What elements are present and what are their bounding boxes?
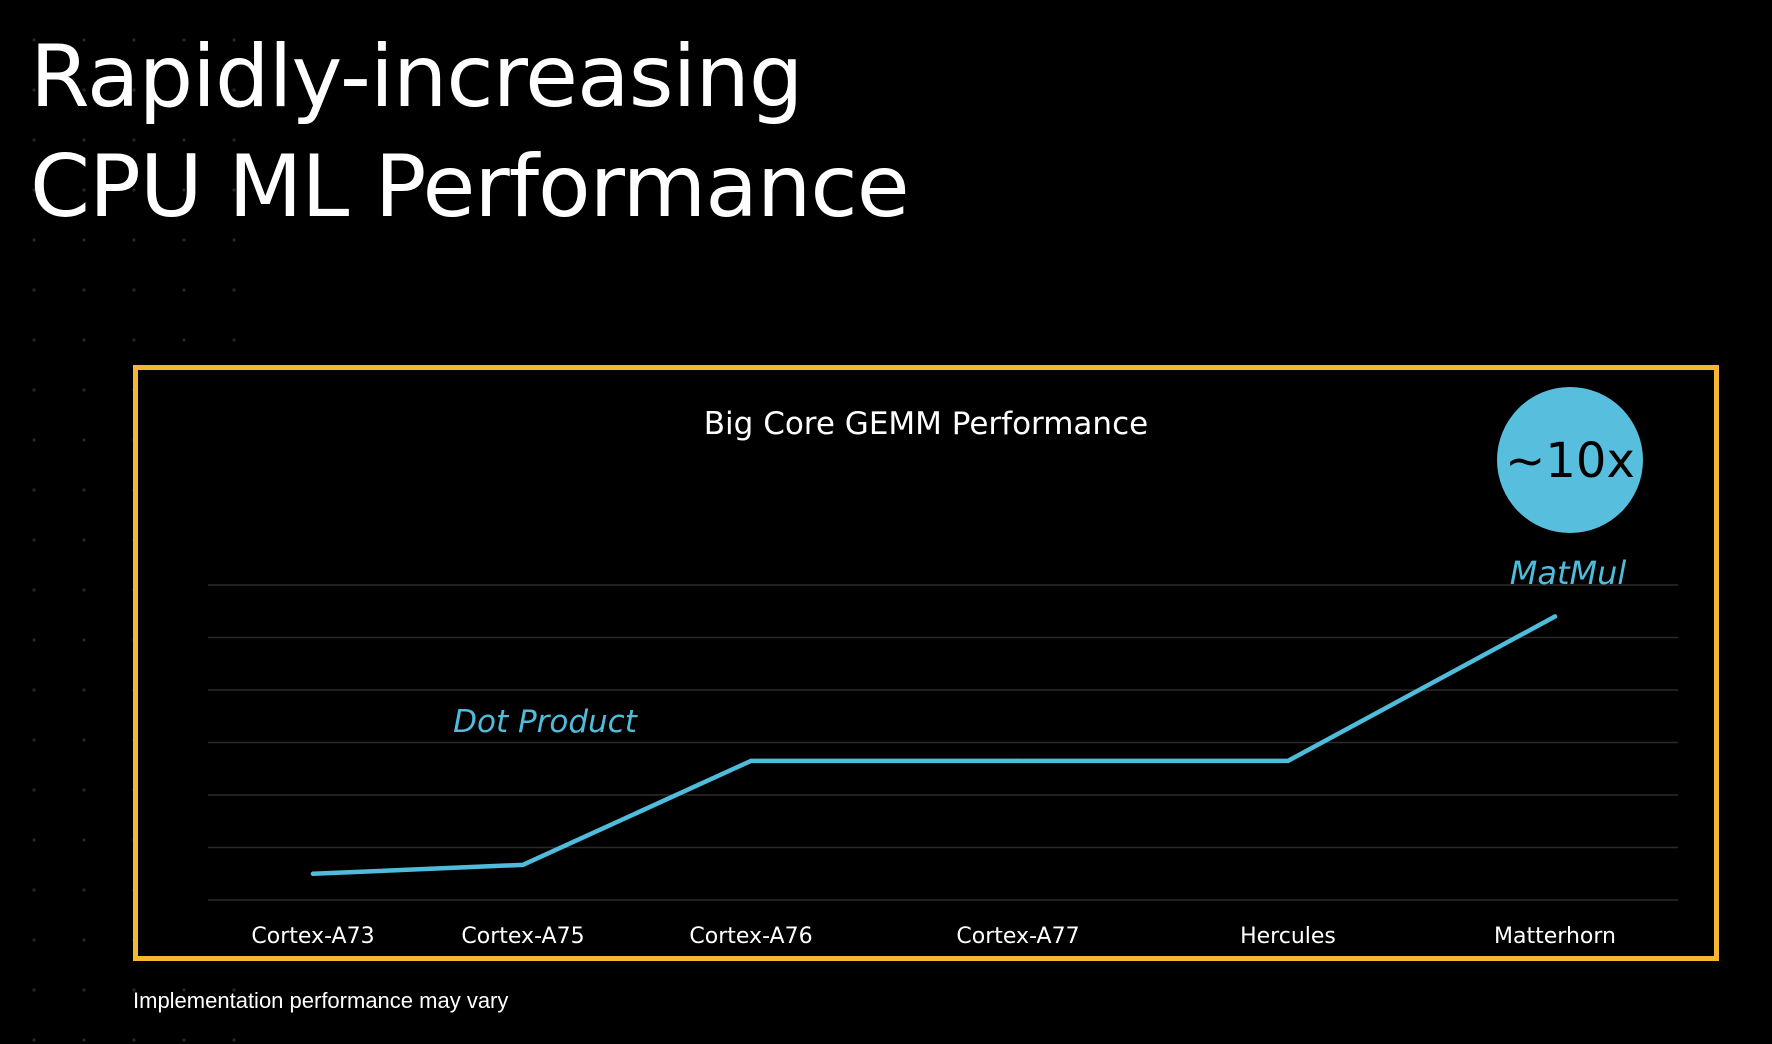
x-tick-label: Cortex-A73 — [251, 924, 374, 949]
x-tick-label: Matterhorn — [1494, 924, 1616, 949]
data-point — [748, 758, 754, 764]
footnote: Implementation performance may vary — [133, 988, 509, 1013]
badge-label: ~10x — [1505, 433, 1635, 489]
data-point — [310, 871, 316, 876]
annotation-dot-product: Dot Product — [453, 704, 639, 740]
slide-title-line-1: Rapidly-increasing — [30, 27, 804, 127]
chart-frame: Big Core GEMM Performance Cortex-A73 Corte… — [133, 365, 1719, 961]
gemm-performance-chart: Big Core GEMM Performance Cortex-A73 Corte… — [208, 387, 1678, 949]
x-tick-label: Hercules — [1240, 924, 1336, 949]
data-point — [1552, 614, 1558, 619]
x-tick-label: Cortex-A76 — [689, 924, 812, 949]
chart-title: Big Core GEMM Performance — [704, 406, 1148, 442]
x-tick-label: Cortex-A75 — [461, 924, 584, 949]
slide-title: Rapidly-increasing CPU ML Performance — [30, 22, 910, 242]
badge-circle — [1497, 387, 1643, 533]
series-line — [310, 614, 1558, 876]
data-point — [1015, 758, 1021, 764]
slide-title-line-2: CPU ML Performance — [30, 137, 910, 237]
x-tick-label: Cortex-A77 — [956, 924, 1079, 949]
data-point — [1285, 758, 1291, 764]
annotation-matmul: MatMul — [1510, 554, 1627, 592]
data-point — [520, 862, 526, 868]
